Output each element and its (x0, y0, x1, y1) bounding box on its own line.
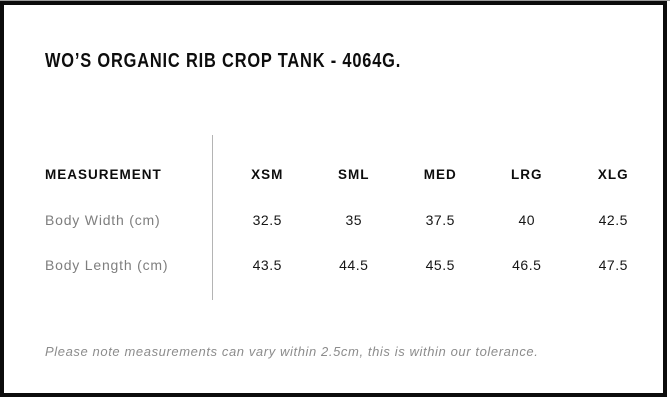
tolerance-note: Please note measurements can vary within… (45, 344, 539, 359)
product-title: WO’S ORGANIC RIB CROP TANK - 4064G. (45, 50, 402, 72)
measurement-value: 45.5 (425, 257, 455, 273)
size-column-header-lrg: LRG (511, 167, 543, 182)
size-column-header-med: MED (423, 167, 457, 182)
column-divider-line (212, 135, 213, 300)
measurement-value: 40 (518, 212, 536, 228)
row-label: Body Length (cm) (45, 257, 169, 273)
measurement-value: 43.5 (252, 257, 282, 273)
size-column-header-xsm: XSM (251, 167, 284, 182)
table-row-body-width: Body Width (cm) 32.5 35 37.5 40 42.5 (4, 210, 657, 230)
measurement-column-header: MEASUREMENT (45, 167, 162, 182)
row-label: Body Width (cm) (45, 212, 161, 228)
measurement-value: 44.5 (339, 257, 369, 273)
table-header-row: MEASUREMENT XSM SML MED LRG XLG (4, 165, 657, 185)
measurement-value: 47.5 (598, 257, 628, 273)
measurement-value: 42.5 (598, 212, 628, 228)
top-edge-line (0, 0, 670, 1)
size-column-header-xlg: XLG (597, 167, 629, 182)
table-row-body-length: Body Length (cm) 43.5 44.5 45.5 46.5 47.… (4, 255, 657, 275)
measurement-value: 32.5 (252, 212, 282, 228)
measurement-value: 37.5 (425, 212, 455, 228)
size-column-header-sml: SML (338, 167, 370, 182)
measurement-value: 46.5 (512, 257, 542, 273)
measurement-value: 35 (345, 212, 363, 228)
